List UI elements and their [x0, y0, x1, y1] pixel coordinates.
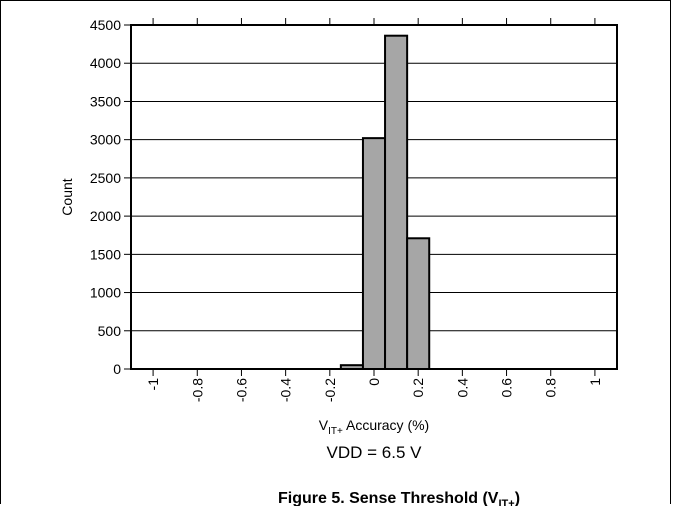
- x-tick-label: -1: [145, 378, 161, 391]
- x-tick-label: 0.6: [499, 378, 515, 398]
- histogram-bar: [406, 237, 431, 370]
- y-tick-label: 2000: [90, 208, 121, 224]
- x-tick-label: -0.4: [278, 378, 294, 402]
- x-ticks: -1 -0.8 -0.6 -0.4 -0.2 0 0.2 0.4 0.6 0.8 1: [145, 18, 603, 402]
- caption-subscript: IT+: [498, 498, 514, 506]
- x-tick-label: -0.6: [233, 378, 249, 402]
- figure-caption: Figure 5. Sense Threshold (VIT+): [278, 490, 520, 506]
- vdd-annotation: VDD = 6.5 V: [327, 443, 423, 462]
- x-axis-label-subscript: IT+: [328, 426, 343, 437]
- x-axis-label-rest: Accuracy (%): [343, 417, 429, 433]
- caption-main: Figure 5. Sense Threshold (V: [278, 490, 499, 506]
- histogram-bar: [361, 137, 387, 370]
- histogram-bar: [384, 34, 409, 371]
- y-tick-label: 4500: [90, 17, 121, 33]
- y-tick-label: 1000: [90, 285, 121, 301]
- y-axis-label: Count: [59, 178, 75, 215]
- caption-end: ): [515, 490, 520, 506]
- x-tick-label: 1: [587, 378, 603, 386]
- x-tick-label: -0.8: [189, 378, 205, 402]
- y-tick-label: 1500: [90, 246, 121, 262]
- y-ticks: 0 500 1000 1500 2000 2500 3000 3500 4000 4500: [90, 17, 131, 377]
- y-tick-label: 500: [98, 323, 122, 339]
- x-tick-label: -0.2: [322, 378, 338, 402]
- x-tick-label: 0.2: [410, 378, 426, 398]
- y-tick-label: 3000: [90, 132, 121, 148]
- y-tick-label: 2500: [90, 170, 121, 186]
- x-axis-label: VIT+ Accuracy (%): [319, 417, 429, 437]
- y-tick-label: 3500: [90, 93, 121, 109]
- bars: [142, 34, 606, 371]
- x-tick-label: 0: [366, 378, 382, 386]
- y-tick-label: 4000: [90, 55, 121, 71]
- x-tick-label: 0.4: [454, 378, 470, 398]
- x-axis-label-main: V: [319, 417, 329, 433]
- x-tick-label: 0.8: [543, 378, 559, 398]
- y-tick-label: 0: [113, 361, 121, 377]
